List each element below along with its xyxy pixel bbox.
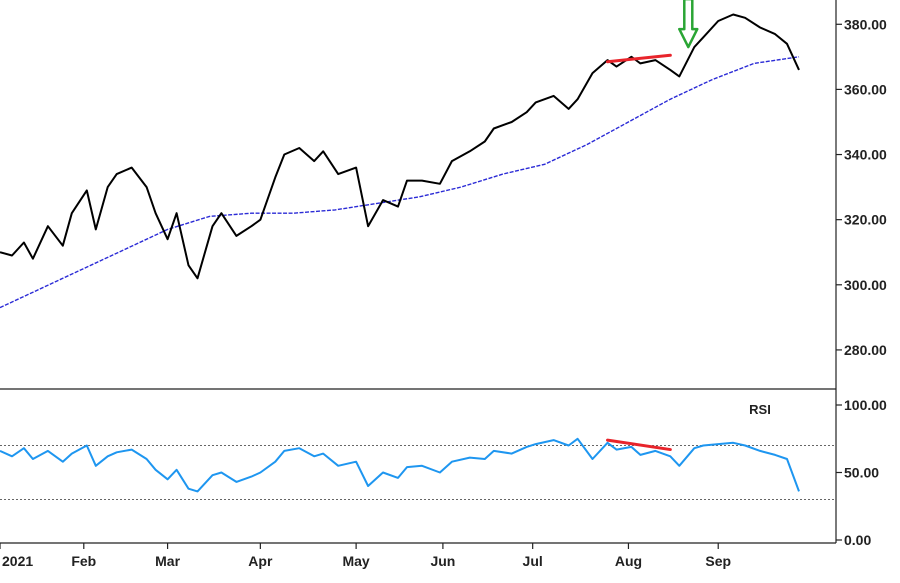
x-tick-label: Sep (705, 553, 731, 569)
x-tick-label: 2021 (2, 553, 33, 569)
moving-average-line (0, 56, 800, 309)
rsi-reference-lines (0, 445, 836, 500)
x-tick-label: Feb (71, 553, 96, 569)
price-y-tick-label: 340.00 (844, 147, 887, 163)
price-y-tick-label: 280.00 (844, 342, 887, 358)
rsi-divergence-trendline (605, 438, 672, 452)
x-tick-label: May (342, 553, 369, 569)
rsi-y-axis: 100.00 50.00 0.00 (836, 397, 887, 548)
price-y-tick-label: 380.00 (844, 16, 887, 32)
date-x-axis: 2021 Feb Mar Apr May Jun Jul Aug Sep (0, 543, 731, 569)
x-tick-label: Jul (523, 553, 543, 569)
x-tick-label: Mar (155, 553, 180, 569)
rsi-panel-series (0, 437, 800, 493)
price-y-tick-label: 300.00 (844, 277, 887, 293)
chart-annotations (605, 0, 699, 452)
x-tick-label: Aug (615, 553, 642, 569)
price-y-tick-label: 320.00 (844, 212, 887, 228)
price-panel-series (0, 13, 800, 309)
x-tick-label: Jun (430, 553, 455, 569)
x-tick-label: Apr (248, 553, 273, 569)
price-divergence-trendline (605, 53, 672, 64)
rsi-line (0, 437, 800, 493)
sell-signal-arrow-icon (678, 0, 699, 49)
price-y-tick-label: 360.00 (844, 81, 887, 97)
rsi-panel-title: RSI (749, 402, 771, 417)
price-y-axis: 380.00 360.00 340.00 320.00 300.00 280.00 (836, 16, 887, 358)
rsi-y-tick-label: 100.00 (844, 397, 887, 413)
price-line (0, 13, 800, 280)
rsi-y-tick-label: 50.00 (844, 465, 879, 481)
rsi-y-tick-label: 0.00 (844, 532, 871, 548)
